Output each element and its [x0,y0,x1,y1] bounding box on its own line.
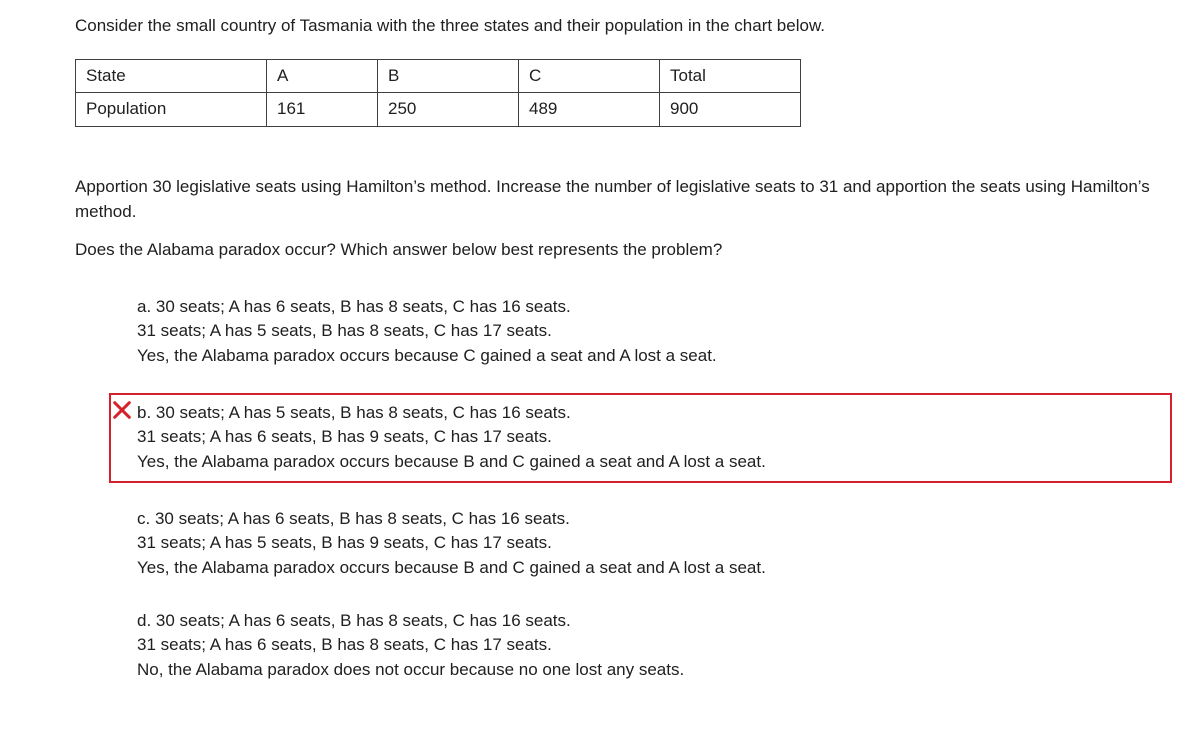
population-table: State A B C Total Population 161 250 489… [75,59,801,127]
option-c-line1: c. 30 seats; A has 6 seats, B has 8 seat… [137,507,1162,532]
answer-options: a. 30 seats; A has 6 seats, B has 8 seat… [75,291,1172,687]
option-a-line1: a. 30 seats; A has 6 seats, B has 8 seat… [137,295,1162,320]
option-a-line3: Yes, the Alabama paradox occurs because … [137,344,1162,369]
table-row: State A B C Total [76,59,801,93]
option-c-line3: Yes, the Alabama paradox occurs because … [137,556,1162,581]
question-intro: Consider the small country of Tasmania w… [75,14,1172,39]
table-cell-value: 161 [267,93,378,127]
option-b-line2: 31 seats; A has 6 seats, B has 9 seats, … [137,425,1160,450]
table-cell-value: 900 [660,93,801,127]
option-c[interactable]: c. 30 seats; A has 6 seats, B has 8 seat… [111,503,1172,585]
table-cell-value: 250 [378,93,519,127]
table-row: Population 161 250 489 900 [76,93,801,127]
question-para-1: Apportion 30 legislative seats using Ham… [75,175,1172,224]
table-cell-header: Total [660,59,801,93]
option-d-line2: 31 seats; A has 6 seats, B has 8 seats, … [137,633,1162,658]
option-a-line2: 31 seats; A has 5 seats, B has 8 seats, … [137,319,1162,344]
option-d[interactable]: d. 30 seats; A has 6 seats, B has 8 seat… [111,605,1172,687]
option-d-line1: d. 30 seats; A has 6 seats, B has 8 seat… [137,609,1162,634]
table-cell-header: A [267,59,378,93]
option-c-line2: 31 seats; A has 5 seats, B has 9 seats, … [137,531,1162,556]
table-cell-rowlabel: State [76,59,267,93]
option-b-line1: b. 30 seats; A has 5 seats, B has 8 seat… [137,401,1160,426]
table-cell-rowlabel: Population [76,93,267,127]
option-d-line3: No, the Alabama paradox does not occur b… [137,658,1162,683]
option-b-line3: Yes, the Alabama paradox occurs because … [137,450,1160,475]
table-cell-header: C [519,59,660,93]
option-b[interactable]: b. 30 seats; A has 5 seats, B has 8 seat… [109,393,1172,483]
question-para-2: Does the Alabama paradox occur? Which an… [75,238,1172,263]
table-cell-header: B [378,59,519,93]
question-container: Consider the small country of Tasmania w… [0,0,1200,735]
option-a[interactable]: a. 30 seats; A has 6 seats, B has 8 seat… [111,291,1172,373]
wrong-x-icon [111,399,133,421]
table-cell-value: 489 [519,93,660,127]
